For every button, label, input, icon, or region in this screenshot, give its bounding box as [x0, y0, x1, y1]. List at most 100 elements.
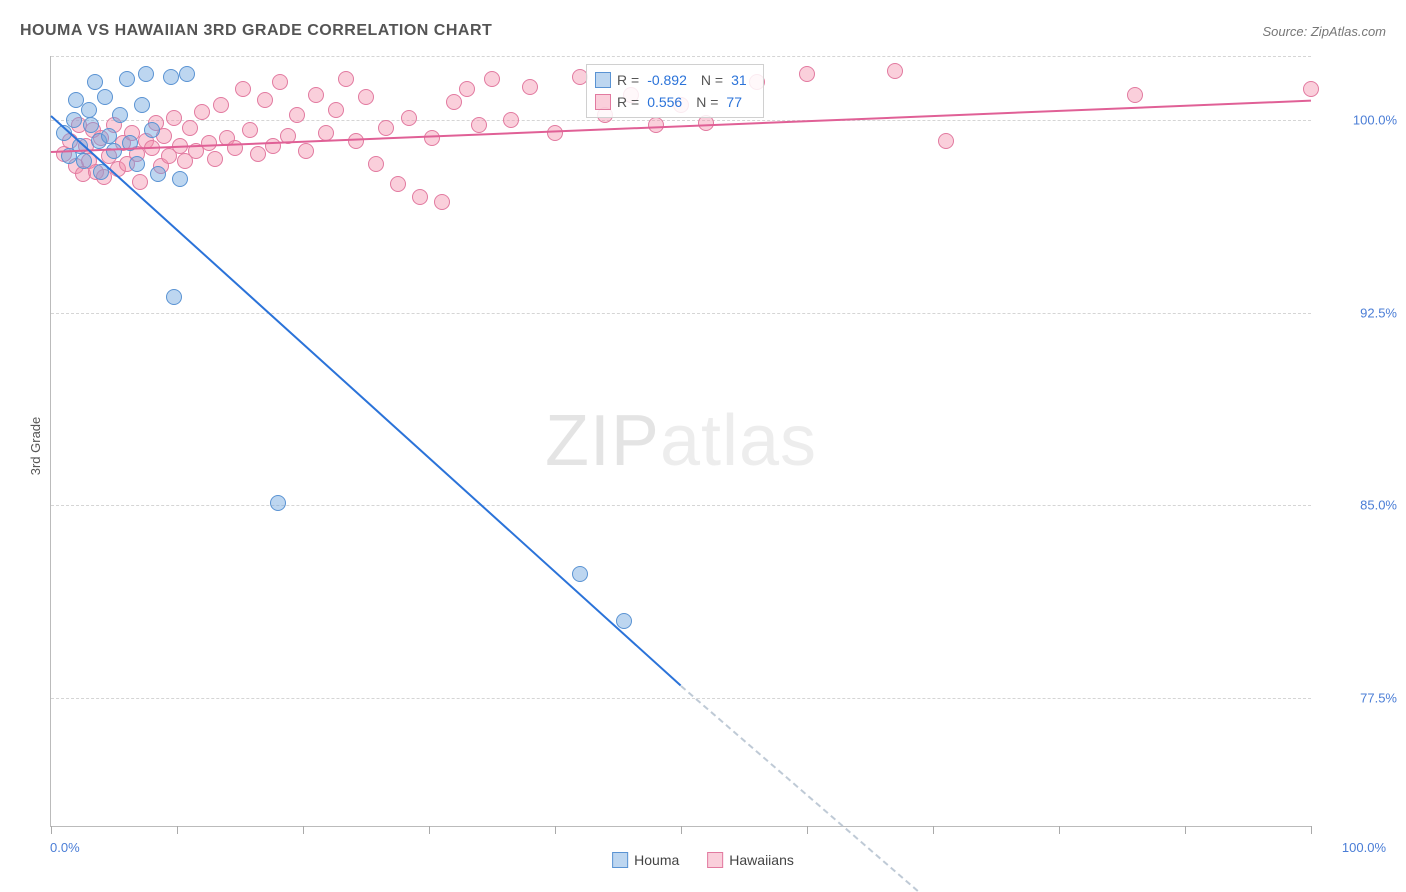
data-point	[257, 92, 273, 108]
data-point	[938, 133, 954, 149]
stat-r-label: R =	[617, 91, 639, 113]
data-point	[172, 171, 188, 187]
data-point	[132, 174, 148, 190]
gridline	[51, 313, 1311, 314]
chart-plot-area: ZIPatlas 100.0%92.5%85.0%77.5%R =-0.892N…	[50, 56, 1311, 827]
data-point	[138, 66, 154, 82]
gridline	[51, 505, 1311, 506]
watermark-bold: ZIP	[545, 401, 660, 481]
data-point	[272, 74, 288, 90]
data-point	[213, 97, 229, 113]
legend-item: Houma	[612, 852, 679, 868]
gridline	[51, 56, 1311, 57]
x-tick	[807, 826, 808, 834]
source-attribution: Source: ZipAtlas.com	[1262, 24, 1386, 39]
legend-swatch	[707, 852, 723, 868]
data-point	[424, 130, 440, 146]
data-point	[289, 107, 305, 123]
data-point	[235, 81, 251, 97]
gridline	[51, 120, 1311, 121]
y-tick-label: 100.0%	[1353, 113, 1397, 128]
data-point	[412, 189, 428, 205]
data-point	[338, 71, 354, 87]
x-tick	[933, 826, 934, 834]
y-tick-label: 92.5%	[1360, 305, 1397, 320]
data-point	[887, 63, 903, 79]
trend-line	[50, 115, 681, 686]
data-point	[134, 97, 150, 113]
x-tick	[303, 826, 304, 834]
data-point	[194, 104, 210, 120]
data-point	[799, 66, 815, 82]
data-point	[434, 194, 450, 210]
stat-n-label: N =	[696, 91, 718, 113]
legend-label: Houma	[634, 852, 679, 868]
data-point	[150, 166, 166, 182]
data-point	[250, 146, 266, 162]
x-tick	[429, 826, 430, 834]
data-point	[1303, 81, 1319, 97]
data-point	[358, 89, 374, 105]
data-point	[242, 122, 258, 138]
watermark-light: atlas	[660, 401, 817, 481]
gridline	[51, 698, 1311, 699]
data-point	[270, 495, 286, 511]
data-point	[179, 66, 195, 82]
data-point	[163, 69, 179, 85]
data-point	[368, 156, 384, 172]
data-point	[83, 117, 99, 133]
chart-title: HOUMA VS HAWAIIAN 3RD GRADE CORRELATION …	[20, 22, 492, 40]
x-tick	[555, 826, 556, 834]
legend-bottom: Houma Hawaiians	[612, 852, 794, 868]
data-point	[119, 71, 135, 87]
legend-label: Hawaiians	[729, 852, 794, 868]
watermark: ZIPatlas	[545, 400, 817, 482]
data-point	[522, 79, 538, 95]
x-tick	[681, 826, 682, 834]
data-point	[572, 566, 588, 582]
stat-n-value: 31	[731, 69, 747, 91]
y-tick-label: 85.0%	[1360, 498, 1397, 513]
x-tick	[1059, 826, 1060, 834]
data-point	[166, 110, 182, 126]
data-point	[87, 74, 103, 90]
data-point	[144, 122, 160, 138]
data-point	[129, 156, 145, 172]
x-axis-min-label: 0.0%	[50, 840, 80, 855]
data-point	[390, 176, 406, 192]
legend-stats-row: R =0.556N =77	[595, 91, 755, 113]
data-point	[401, 110, 417, 126]
legend-swatch	[595, 72, 611, 88]
legend-swatch	[612, 852, 628, 868]
x-tick	[1185, 826, 1186, 834]
data-point	[446, 94, 462, 110]
data-point	[112, 107, 128, 123]
data-point	[328, 102, 344, 118]
x-axis-max-label: 100.0%	[1342, 840, 1386, 855]
data-point	[308, 87, 324, 103]
x-tick	[1311, 826, 1312, 834]
y-tick-label: 77.5%	[1360, 690, 1397, 705]
data-point	[101, 128, 117, 144]
data-point	[484, 71, 500, 87]
x-tick	[51, 826, 52, 834]
stat-n-label: N =	[701, 69, 723, 91]
legend-stats: R =-0.892N =31R =0.556N =77	[586, 64, 764, 118]
data-point	[378, 120, 394, 136]
data-point	[616, 613, 632, 629]
data-point	[547, 125, 563, 141]
data-point	[471, 117, 487, 133]
data-point	[182, 120, 198, 136]
data-point	[97, 89, 113, 105]
y-axis-label: 3rd Grade	[28, 417, 43, 476]
data-point	[66, 112, 82, 128]
data-point	[166, 289, 182, 305]
stat-n-value: 77	[726, 91, 742, 113]
x-tick	[177, 826, 178, 834]
data-point	[201, 135, 217, 151]
data-point	[81, 102, 97, 118]
data-point	[459, 81, 475, 97]
legend-swatch	[595, 94, 611, 110]
data-point	[106, 143, 122, 159]
legend-item: Hawaiians	[707, 852, 794, 868]
